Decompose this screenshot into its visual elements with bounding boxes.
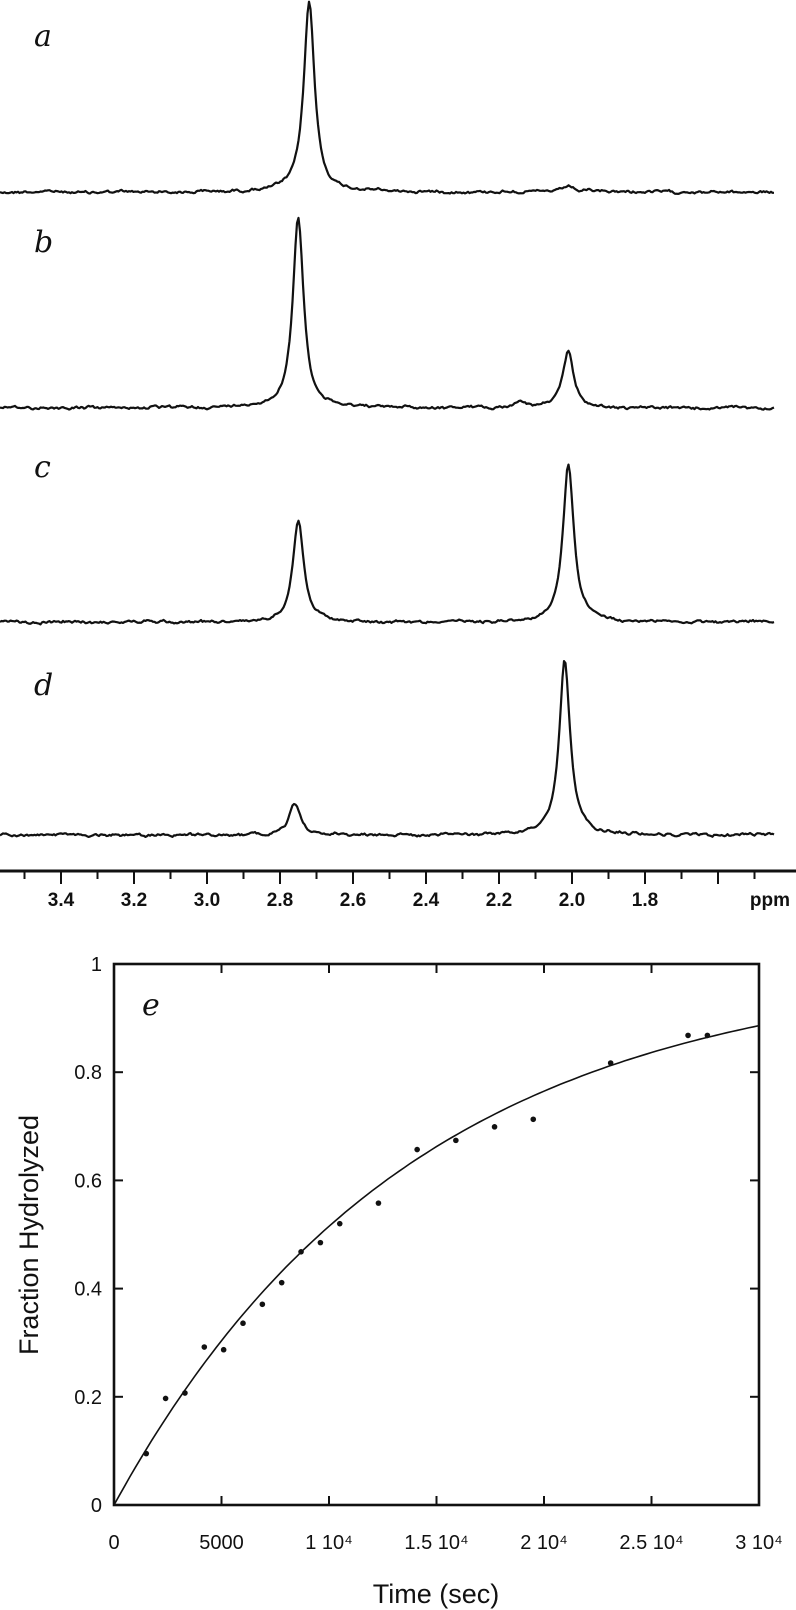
x-tick-label: 2.5 10⁴ (619, 1532, 683, 1554)
y-tick-label: 0.4 (74, 1279, 102, 1301)
ppm-axis-title: ppm (750, 890, 790, 911)
y-axis-tick-labels: 0 0.2 0.4 0.6 0.8 1 (74, 954, 102, 1517)
spectrum-b-trace (0, 216, 775, 411)
data-point (298, 1249, 304, 1255)
y-tick-label: 1 (91, 954, 102, 976)
data-point (259, 1301, 266, 1308)
spectrum-a-trace (0, 0, 774, 195)
data-points (143, 1032, 711, 1457)
data-point (453, 1137, 459, 1144)
nmr-spectra: a b c d 3.4 3.2 3.0 2.8 2.6 2.4 2.2 2.0 1.8 ppm (0, 0, 796, 911)
data-point (220, 1346, 227, 1353)
x-tick-label: 3 10⁴ (735, 1532, 783, 1554)
panel-label-b: b (34, 225, 53, 260)
data-point (143, 1450, 150, 1457)
data-point (240, 1320, 246, 1327)
x-tick-label: 1 10⁴ (305, 1532, 353, 1554)
x-tick-label: 1.5 10⁴ (404, 1532, 468, 1554)
data-point (685, 1032, 691, 1039)
ppm-axis-tick-labels: 3.4 3.2 3.0 2.8 2.6 2.4 2.2 2.0 1.8 (48, 890, 658, 911)
y-axis-title: Fraction Hydrolyzed (14, 1115, 44, 1355)
x-axis-title: Time (sec) (373, 1579, 500, 1609)
data-point (162, 1395, 169, 1402)
ppm-tick-label: 1.8 (632, 890, 658, 911)
ppm-tick-label: 3.0 (194, 890, 220, 911)
data-point (704, 1032, 711, 1039)
ppm-tick-label: 3.2 (121, 890, 147, 911)
data-point (182, 1390, 188, 1396)
panel-label-a: a (34, 19, 52, 54)
panel-label-e: e (142, 988, 160, 1023)
y-tick-label: 0.8 (74, 1062, 102, 1084)
data-point (317, 1239, 324, 1246)
ppm-tick-label: 2.8 (267, 890, 293, 911)
x-tick-label: 2 10⁴ (520, 1532, 568, 1554)
spectrum-d-trace (0, 660, 775, 838)
data-point (278, 1279, 285, 1286)
kinetics-plot: e 0 5000 1 10⁴ 1.5 10⁴ 2 10⁴ 2.5 10⁴ 3 10⁴ 0 0.… (14, 954, 783, 1609)
x-tick-label: 5000 (199, 1532, 244, 1554)
panel-label-c: c (34, 450, 51, 485)
data-point (414, 1146, 420, 1153)
y-tick-label: 0 (91, 1495, 102, 1517)
x-tick-label: 0 (108, 1532, 119, 1554)
ppm-axis-ticks (23, 871, 756, 884)
ppm-tick-label: 2.4 (413, 890, 440, 911)
fit-curve (113, 1024, 760, 1506)
data-point (375, 1200, 382, 1206)
kinetics-axis-ticks (113, 963, 760, 1506)
x-axis-tick-labels: 0 5000 1 10⁴ 1.5 10⁴ 2 10⁴ 2.5 10⁴ 3 10⁴ (108, 1532, 782, 1554)
y-tick-label: 0.6 (74, 1170, 102, 1192)
data-point (607, 1060, 614, 1066)
data-point (336, 1220, 343, 1227)
plot-frame (112, 962, 761, 1507)
ppm-tick-label: 2.6 (340, 890, 366, 911)
ppm-tick-label: 2.2 (486, 890, 512, 911)
ppm-tick-label: 2.0 (559, 890, 585, 911)
spectrum-c-trace (0, 463, 775, 626)
ppm-tick-label: 3.4 (48, 890, 75, 911)
data-point (201, 1344, 208, 1350)
data-point (491, 1124, 498, 1130)
y-tick-label: 0.2 (74, 1387, 102, 1409)
data-point (530, 1116, 537, 1123)
panel-label-d: d (34, 668, 53, 703)
